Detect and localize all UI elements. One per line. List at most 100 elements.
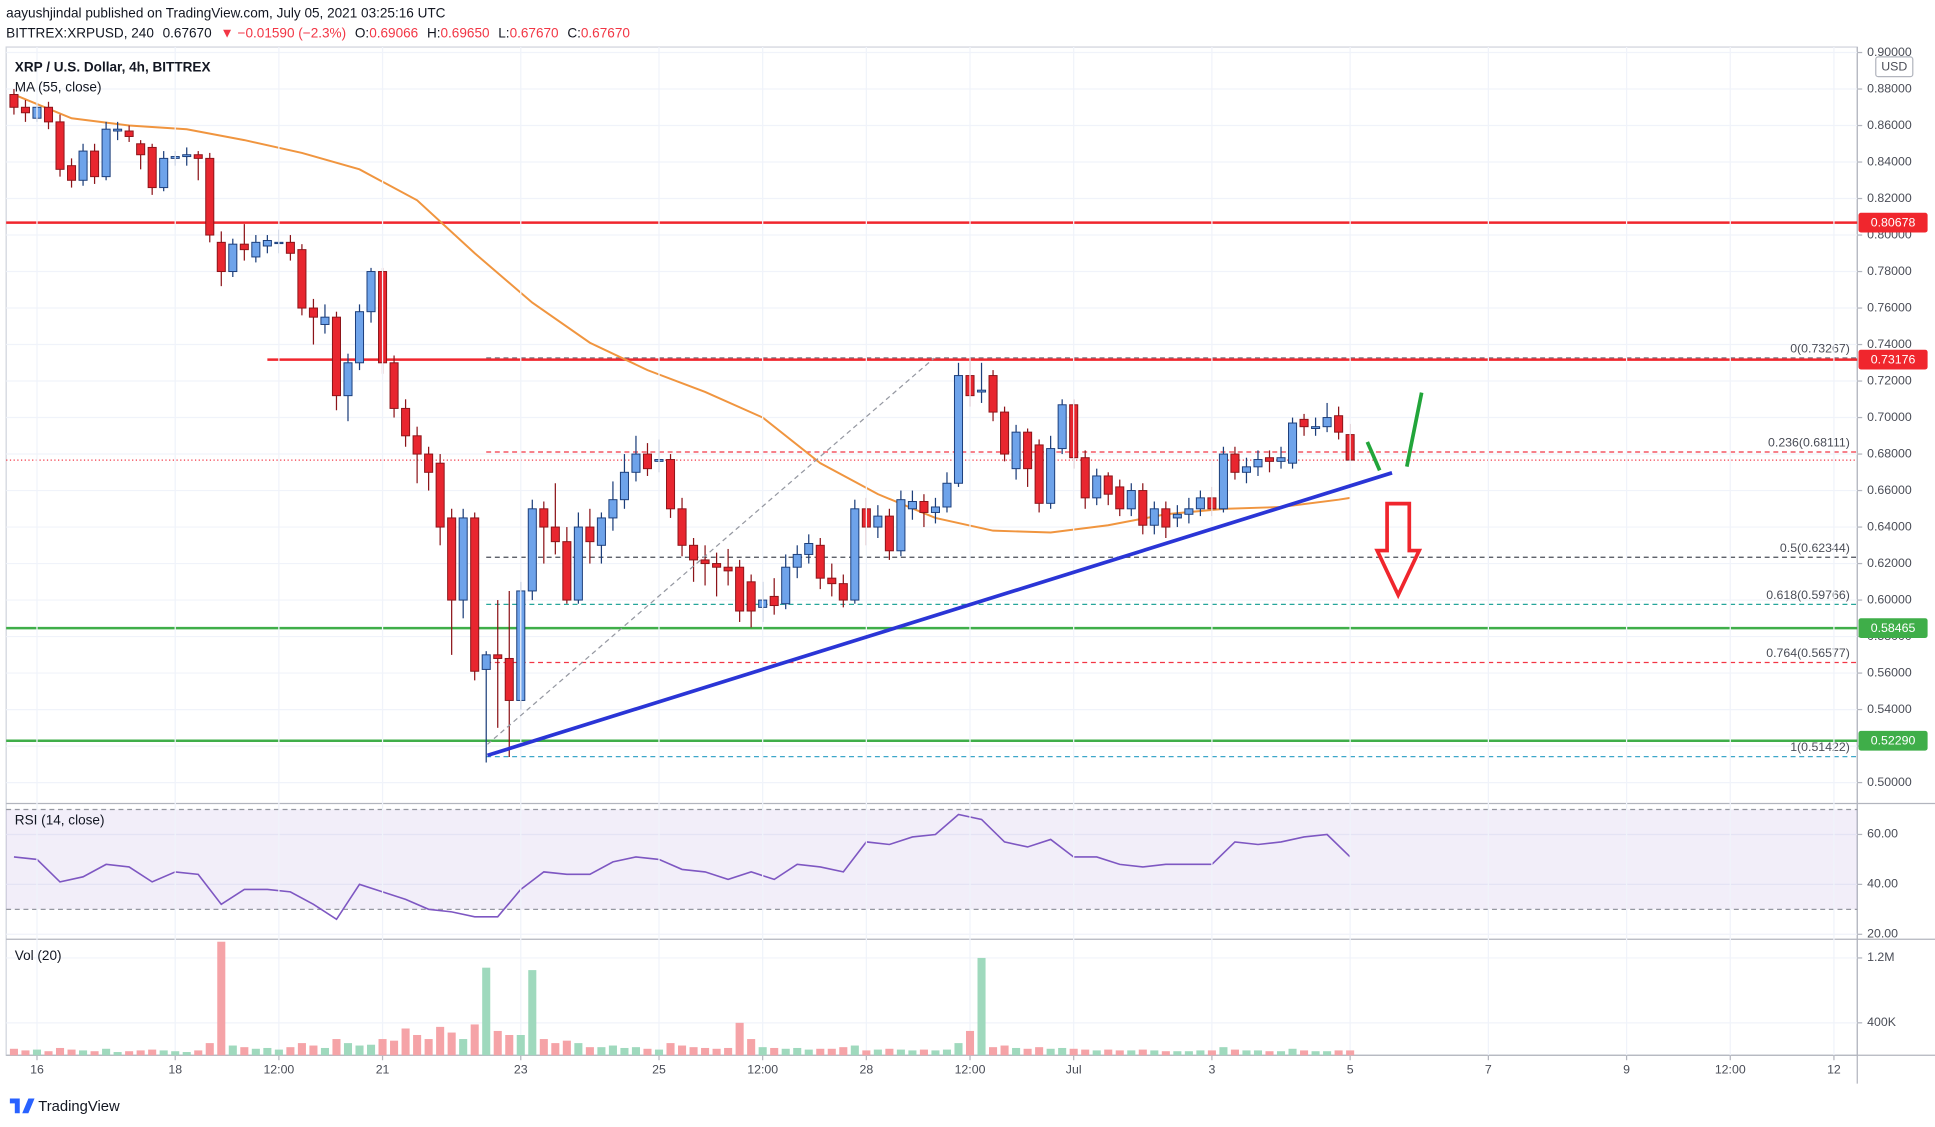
fib-label: 1(0.51422): [1790, 740, 1850, 754]
volume-bar: [1219, 1047, 1228, 1056]
volume-bar: [217, 941, 226, 1056]
volume-bar: [643, 1048, 652, 1056]
volume-bar: [1300, 1050, 1309, 1056]
volume-bar: [1115, 1050, 1124, 1056]
candle-body: [769, 595, 779, 607]
candle-body: [297, 249, 307, 309]
candle-body: [550, 526, 560, 543]
candle-body: [389, 362, 399, 409]
volume-bar: [355, 1045, 364, 1056]
candle-body: [343, 362, 353, 397]
candle-body: [216, 241, 226, 273]
candle-body: [435, 462, 445, 528]
candle-body: [631, 453, 641, 473]
candle-body: [1184, 508, 1194, 515]
volume-bar: [1184, 1051, 1193, 1056]
volume-bar: [366, 1044, 376, 1056]
volume-bar: [32, 1049, 42, 1056]
volume-bar: [1012, 1047, 1021, 1056]
candle-body: [320, 316, 330, 325]
candle-body: [1241, 466, 1251, 473]
x-tick-label: Jul: [1066, 1062, 1082, 1076]
y-tick-label: 0.84000: [1867, 154, 1912, 168]
x-tick-label: 12:00: [747, 1062, 778, 1076]
ma-legend: MA (55, close): [15, 79, 102, 94]
candle-body: [20, 106, 30, 114]
candle-body: [1218, 453, 1228, 510]
candle-body: [1264, 457, 1275, 462]
x-tick-label: 12:00: [263, 1062, 294, 1076]
y-tick-label: 40.00: [1867, 877, 1898, 891]
candle-body: [239, 243, 249, 251]
candle-body: [1334, 415, 1344, 433]
candle-body: [585, 526, 595, 543]
volume-bar: [1207, 1050, 1216, 1056]
volume-bar: [1069, 1048, 1078, 1056]
fib-label: 0.5(0.62344): [1780, 541, 1850, 555]
volume-bar: [724, 1047, 733, 1056]
volume-bar: [159, 1050, 168, 1056]
y-tick-label: 0.90000: [1867, 45, 1912, 59]
level-label: 0.73176: [1871, 352, 1916, 366]
candle-body: [1034, 444, 1044, 504]
candle-body: [884, 515, 894, 552]
y-tick-label: 0.78000: [1867, 264, 1912, 278]
candle-body: [896, 499, 906, 552]
volume-bar: [1081, 1049, 1090, 1056]
candle-body: [539, 508, 549, 528]
volume-bar: [551, 1043, 560, 1056]
x-tick-label: 28: [859, 1062, 873, 1076]
volume-bar: [470, 1024, 479, 1056]
volume-bar: [862, 1050, 871, 1056]
level-label: 0.58465: [1871, 621, 1916, 635]
candle-body: [792, 553, 802, 568]
volume-bar: [113, 1052, 122, 1056]
unit-label: USD: [1881, 60, 1907, 74]
fib-label: 0.764(0.56577): [1766, 646, 1850, 660]
candle-body: [470, 517, 480, 672]
candle-body: [458, 517, 468, 601]
candle-body: [251, 241, 261, 258]
fib-label: 0.236(0.68111): [1768, 436, 1850, 450]
y-tick-label: 0.86000: [1867, 118, 1912, 132]
volume-bar: [850, 1045, 859, 1056]
x-tick-label: 9: [1623, 1062, 1630, 1076]
volume-bar: [758, 1047, 767, 1056]
volume-bar: [942, 1049, 952, 1056]
candle-body: [907, 501, 917, 510]
candle-body: [113, 128, 123, 132]
volume-bar: [666, 1043, 675, 1056]
candle-body: [942, 482, 952, 508]
volume-bar: [712, 1048, 721, 1056]
candle-body: [1023, 431, 1033, 470]
level-label-box: [1858, 618, 1928, 638]
y-tick-label: 0.50000: [1867, 775, 1912, 789]
volume-bar: [608, 1045, 617, 1056]
arrow-green-short: [1365, 441, 1382, 472]
candle-body: [1195, 497, 1205, 510]
candle-body: [608, 499, 618, 519]
volume-bar: [1346, 1050, 1355, 1056]
volume-bar: [286, 1047, 295, 1056]
brand-logo: [9, 1098, 35, 1114]
volume-bar: [1173, 1051, 1182, 1056]
volume-bar: [678, 1045, 687, 1056]
volume-bar: [1196, 1050, 1205, 1056]
fib-label: 0.618(0.59766): [1766, 588, 1850, 602]
volume-bar: [528, 970, 537, 1056]
y-tick-label: 0.66000: [1867, 483, 1912, 497]
candle-body: [850, 508, 860, 601]
y-tick-label: 0.70000: [1867, 410, 1912, 424]
symbol: BITTREX:XRPUSD, 240: [6, 25, 154, 40]
candle-body: [354, 311, 365, 364]
volume-bar: [194, 1050, 203, 1056]
y-tick-label: 0.68000: [1867, 446, 1912, 460]
candle-body: [873, 515, 883, 528]
candle-body: [1230, 453, 1240, 473]
volume-bar: [1265, 1051, 1274, 1056]
candle-body: [90, 150, 100, 178]
candle-body: [573, 526, 583, 601]
level-label: 0.52290: [1871, 734, 1916, 748]
y-tick-label: 60.00: [1867, 827, 1898, 841]
